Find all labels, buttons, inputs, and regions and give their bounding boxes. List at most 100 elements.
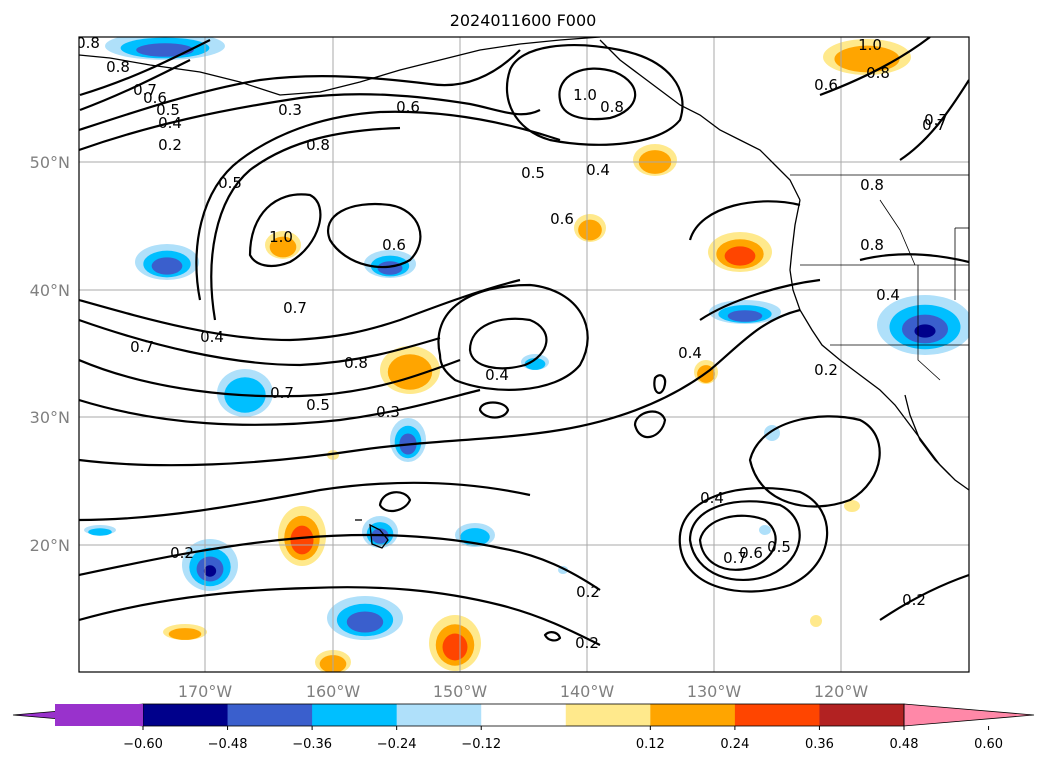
- colorbar-tick-label: 0.48: [890, 737, 919, 752]
- contour-label: 0.2: [902, 591, 926, 609]
- contour-label: 0.8: [344, 354, 368, 372]
- contour-label: 0.4: [485, 366, 509, 384]
- contour-label: 0.5: [156, 101, 180, 119]
- contour-label: 0.4: [586, 161, 610, 179]
- negative-anomaly-shading: [88, 528, 112, 536]
- contour-label: 0.2: [576, 583, 600, 601]
- negative-anomaly-shading: [346, 611, 384, 633]
- lon-label: 170°W: [178, 682, 233, 701]
- contour-label: 0.4: [876, 286, 900, 304]
- negative-anomaly-shading: [524, 358, 546, 370]
- contour-label: 0.8: [600, 98, 624, 116]
- colorbar-tick-label: −0.12: [461, 737, 501, 752]
- colorbar-tick-label: −0.36: [292, 737, 332, 752]
- contour-label: 0.7: [922, 116, 946, 134]
- colorbar-tick-label: −0.48: [208, 737, 248, 752]
- contour-label: 0.7: [924, 111, 948, 129]
- colorbar: −0.60 −0.48 −0.36 −0.24 −0.12 0.12 0.24 0.36 0.4…: [12, 703, 1035, 752]
- lat-label: 20°N: [30, 536, 70, 555]
- contour-label: 0.2: [170, 544, 194, 562]
- colorbar-tick-label: 0.12: [636, 737, 665, 752]
- contour-label: 0.2: [158, 136, 182, 154]
- positive-anomaly-shading: [168, 628, 202, 640]
- contour-label: 0.4: [200, 328, 224, 346]
- negative-anomaly-shading: [914, 324, 936, 338]
- contour-label: 0.6: [814, 76, 838, 94]
- latitude-axis: 50°N 40°N 30°N 20°N: [30, 153, 70, 555]
- colorbar-segment: [819, 704, 905, 726]
- positive-anomaly-shading: [578, 219, 602, 241]
- colorbar-max-extend: [903, 703, 1035, 727]
- colorbar-segment: [481, 704, 567, 726]
- contour-label: 0.8: [866, 64, 890, 82]
- contour-label: 0.7: [270, 384, 294, 402]
- positive-anomaly-shading: [724, 246, 756, 266]
- contour-label: 0.7: [133, 81, 157, 99]
- contour-layer: [79, 37, 969, 646]
- colorbar-segment: [650, 704, 736, 726]
- colorbar-segment: [227, 704, 313, 726]
- negative-anomaly-shading: [759, 525, 771, 535]
- lon-label: 150°W: [433, 682, 488, 701]
- contour-label: 1.0: [269, 228, 293, 246]
- shading-layer: [84, 37, 969, 672]
- positive-anomaly-shading: [810, 615, 822, 627]
- contour-label: 0.6: [550, 210, 574, 228]
- contour-label: 0.5: [218, 174, 242, 192]
- positive-anomaly-shading: [290, 525, 314, 555]
- contour-label: 0.5: [521, 164, 545, 182]
- negative-anomaly-shading: [151, 257, 183, 275]
- lat-label: 30°N: [30, 408, 70, 427]
- contour-label: 0.6: [396, 98, 420, 116]
- negative-anomaly-shading: [727, 310, 763, 322]
- contour-label: 0.8: [76, 34, 100, 52]
- colorbar-tick-label: 0.36: [805, 737, 834, 752]
- contour-label: 0.4: [678, 344, 702, 362]
- contour-labels: 0.80.80.70.60.50.40.20.3 0.61.00.81.00.80…: [76, 34, 948, 652]
- contour-label: 0.3: [278, 101, 302, 119]
- lon-label: 130°W: [687, 682, 742, 701]
- contour-label: 0.6: [143, 89, 167, 107]
- map-title: 2024011600 F000: [450, 11, 597, 30]
- contour-label: 0.8: [860, 236, 884, 254]
- contour-label: 0.6: [739, 544, 763, 562]
- negative-anomaly-shading: [136, 43, 194, 57]
- lat-label: 50°N: [30, 153, 70, 172]
- contour-label: 0.5: [767, 538, 791, 556]
- positive-anomaly-shading: [269, 236, 297, 258]
- colorbar-tick-label: −0.60: [123, 737, 163, 752]
- contour-label: 0.4: [158, 114, 182, 132]
- contour-label: 1.0: [858, 36, 882, 54]
- contour-label: 0.7: [723, 549, 747, 567]
- colorbar-tick-label: −0.24: [377, 737, 417, 752]
- map-area: 0.80.80.70.60.50.40.20.3 0.61.00.81.00.80…: [76, 34, 969, 672]
- contour-label: 0.7: [283, 299, 307, 317]
- colorbar-segment: [312, 704, 398, 726]
- longitude-axis: 170°W 160°W 150°W 140°W 130°W 120°W: [178, 682, 869, 701]
- colorbar-segment: [143, 704, 229, 726]
- contour-label: 0.7: [130, 338, 154, 356]
- colorbar-tick-label: 0.60: [974, 737, 1003, 752]
- lon-label: 160°W: [306, 682, 361, 701]
- colorbar-segment: [565, 704, 651, 726]
- contour-label: 0.3: [376, 403, 400, 421]
- lat-label: 40°N: [30, 281, 70, 300]
- colorbar-segment: [55, 704, 143, 726]
- map-frame: [78, 36, 970, 673]
- contour-label: 0.8: [106, 58, 130, 76]
- contour-label: 0.8: [306, 136, 330, 154]
- contour-label: 0.2: [814, 361, 838, 379]
- contour-label: 0.4: [700, 489, 724, 507]
- contour-label: 1.0: [573, 86, 597, 104]
- colorbar-tick-label: 0.24: [720, 737, 749, 752]
- contour-label: 0.2: [575, 634, 599, 652]
- colorbar-segment: [396, 704, 482, 726]
- contour-label: 0.8: [860, 176, 884, 194]
- positive-anomaly-shading: [442, 633, 468, 661]
- contour-label: 0.5: [306, 396, 330, 414]
- lon-label: 120°W: [814, 682, 869, 701]
- negative-anomaly-shading: [203, 565, 217, 577]
- lon-label: 140°W: [560, 682, 615, 701]
- positive-anomaly-shading: [844, 500, 860, 512]
